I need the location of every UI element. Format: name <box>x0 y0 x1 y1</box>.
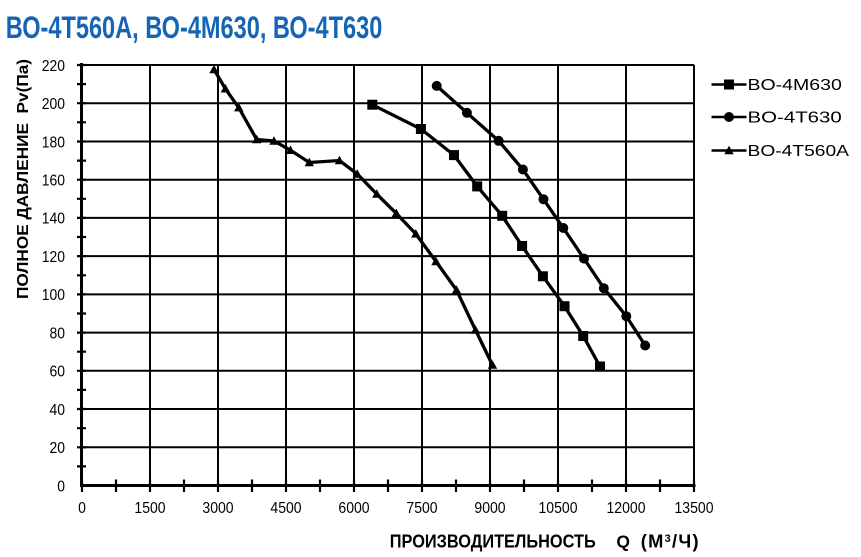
svg-text:100: 100 <box>42 287 65 304</box>
svg-text:180: 180 <box>42 134 65 151</box>
svg-text:ВО-4Т560А, ВО-4М630, ВО-4Т630: ВО-4Т560А, ВО-4М630, ВО-4Т630 <box>6 9 383 45</box>
svg-text:4500: 4500 <box>270 500 301 517</box>
svg-text:200: 200 <box>42 96 65 113</box>
svg-text:BO-4T630: BO-4T630 <box>748 109 843 126</box>
svg-text:220: 220 <box>42 58 65 75</box>
svg-text:ПРОИЗВОДИТЕЛЬНОСТЬ: ПРОИЗВОДИТЕЛЬНОСТЬ <box>390 530 596 551</box>
svg-text:9000: 9000 <box>474 500 505 517</box>
svg-text:120: 120 <box>42 249 65 266</box>
svg-text:80: 80 <box>50 325 66 342</box>
svg-text:7500: 7500 <box>406 500 437 517</box>
svg-text:6000: 6000 <box>338 500 369 517</box>
svg-text:0: 0 <box>78 500 86 517</box>
svg-text:BO-4T560A: BO-4T560A <box>748 143 850 160</box>
svg-text:40: 40 <box>50 402 66 419</box>
svg-text:60: 60 <box>50 364 66 381</box>
svg-text:0: 0 <box>57 478 65 495</box>
svg-text:ПОЛНОЕ ДАВЛЕНИЕ Pv(Па): ПОЛНОЕ ДАВЛЕНИЕ Pv(Па) <box>15 59 32 299</box>
svg-text:13500: 13500 <box>675 500 714 517</box>
svg-text:10500: 10500 <box>539 500 578 517</box>
svg-text:(М3/Ч): (М3/Ч) <box>641 530 700 551</box>
svg-text:12000: 12000 <box>607 500 646 517</box>
svg-text:Q: Q <box>616 531 630 551</box>
svg-text:140: 140 <box>42 211 65 228</box>
svg-text:20: 20 <box>50 440 66 457</box>
svg-text:160: 160 <box>42 173 65 190</box>
svg-text:3000: 3000 <box>202 500 233 517</box>
svg-text:BO-4M630: BO-4M630 <box>748 77 843 94</box>
svg-text:1500: 1500 <box>134 500 165 517</box>
